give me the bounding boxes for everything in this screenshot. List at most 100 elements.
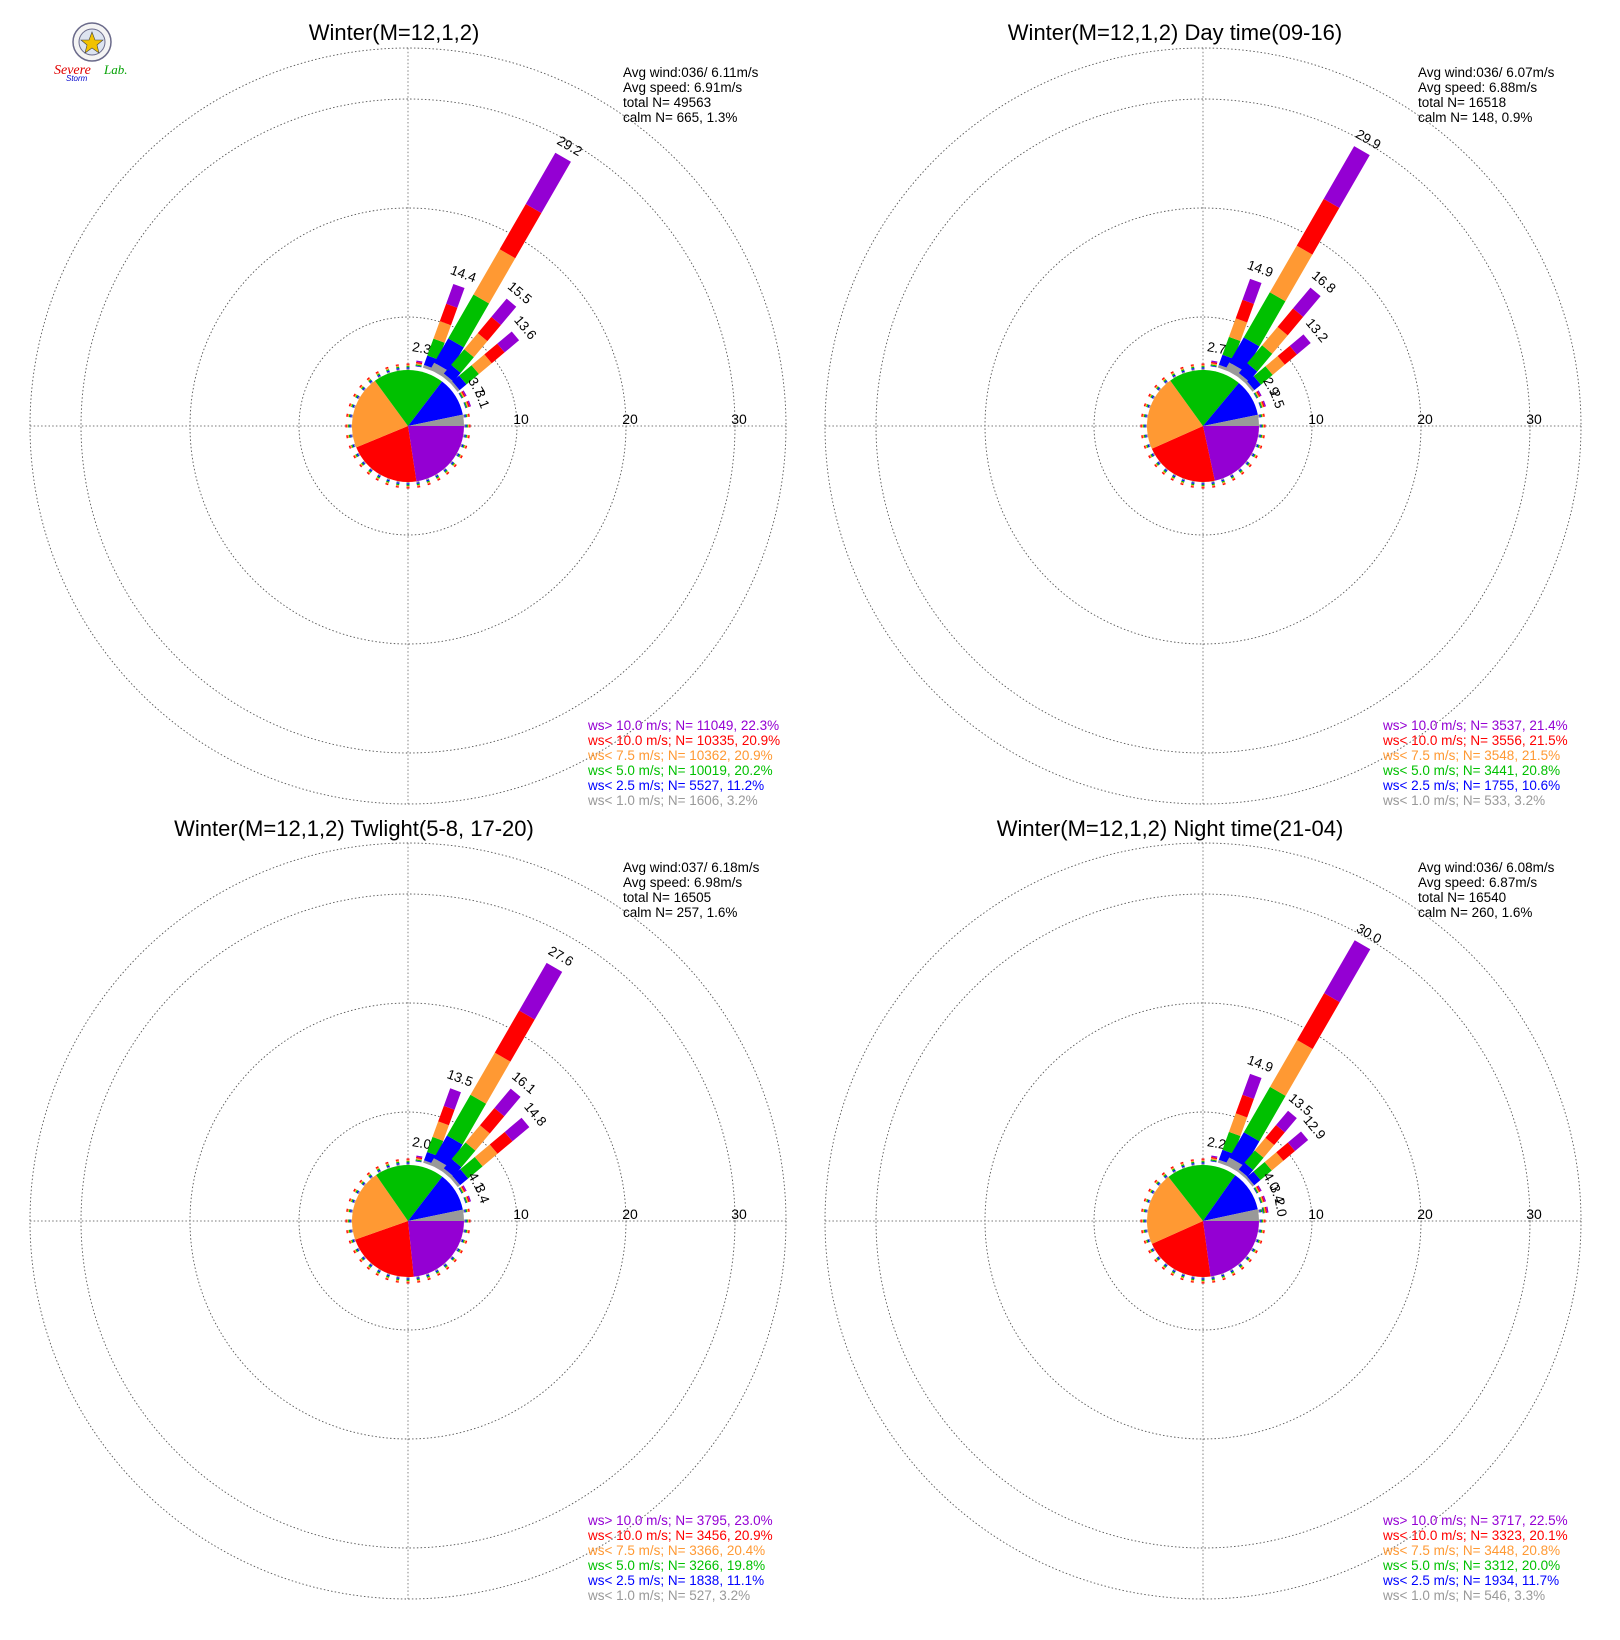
pie-slice-gray (1203, 1209, 1259, 1221)
legend-entry: ws< 2.5 m/s; N= 1934, 11.7% (1382, 1573, 1559, 1588)
petal-segment-red (461, 391, 466, 397)
rim-tick (367, 1265, 371, 1269)
legend-entry: ws> 10.0 m/s; N= 3795, 23.0% (587, 1513, 773, 1528)
petal-segment-gray (441, 1168, 454, 1180)
rim-tick (1151, 1190, 1155, 1194)
petal-value-label: 14.9 (1245, 1052, 1275, 1075)
rim-tick (1161, 1172, 1165, 1176)
info-line: calm N= 257, 1.6% (623, 905, 737, 920)
petal-segment-green (1254, 392, 1259, 399)
rim-tick (353, 455, 356, 459)
legend-entry: ws< 1.0 m/s; N= 533, 3.2% (1382, 793, 1545, 808)
rim-tick (1154, 464, 1158, 468)
rim-tick (360, 1180, 364, 1184)
rim-tick (1162, 470, 1166, 474)
rim-tick (370, 467, 374, 471)
info-line: calm N= 148, 0.9% (1418, 110, 1532, 125)
rim-tick (370, 381, 374, 385)
logo-text-a: Severe (54, 63, 91, 78)
rim-tick (1158, 1183, 1162, 1187)
rim-tick (1150, 1249, 1154, 1253)
rim-tick (357, 1191, 361, 1195)
rim-tick (1149, 1189, 1152, 1193)
rim-tick (452, 463, 456, 467)
petal-segment-purple (497, 331, 520, 353)
legend-entry: ws< 10.0 m/s; N= 3323, 20.1% (1382, 1528, 1568, 1543)
rim-tick (452, 1258, 456, 1262)
rim-tick (1170, 478, 1174, 481)
petal-value-label: 3.1 (472, 388, 493, 411)
rim-tick (442, 467, 446, 471)
petal-segment-blue (452, 375, 467, 391)
rim-tick (1238, 1263, 1242, 1267)
rim-tick (368, 1264, 372, 1268)
rim-tick (1246, 1257, 1250, 1261)
pie-slice-orange (352, 1174, 408, 1240)
petal-segment-gray (1245, 1176, 1255, 1187)
rim-tick (376, 1167, 380, 1170)
petal-segment-orange (471, 354, 492, 374)
rim-tick (450, 461, 454, 465)
info-line: Avg wind:037/ 6.18m/s (623, 860, 760, 875)
rim-tick (361, 1257, 365, 1261)
rim-tick (1232, 1273, 1236, 1276)
pie-slice-red (1151, 426, 1215, 482)
rim-tick (369, 1175, 373, 1179)
rim-tick (354, 394, 357, 398)
rim-tick (355, 454, 359, 458)
rim-tick (368, 469, 372, 473)
rim-tick (449, 460, 453, 464)
rim-tick (369, 468, 373, 472)
petal-value-label: 2.0 (1272, 1197, 1290, 1218)
rim-tick (362, 387, 366, 391)
rim-tick (1149, 394, 1152, 398)
rim-tick (437, 478, 441, 481)
info-line: Avg speed: 6.88m/s (1418, 80, 1537, 95)
pie-slice-gray (408, 1209, 464, 1221)
petal-segment-orange (474, 1144, 498, 1167)
rim-tick (1231, 1272, 1235, 1275)
rim-tick (367, 470, 371, 474)
petal-value-label: 14.9 (1245, 257, 1275, 280)
rim-tick (1154, 1179, 1158, 1183)
petal-segment-blue (1247, 1171, 1261, 1186)
rim-tick (359, 1259, 363, 1263)
wind-rose-panel-3: 10 20 30 Winter(M=12,1,2) Twlight(5-8, 17-2… (29, 816, 787, 1603)
petal-segment-gray (1217, 364, 1231, 372)
petal-segment-red (1296, 198, 1340, 255)
rim-tick (442, 1262, 446, 1266)
legend-entry: ws< 1.0 m/s; N= 527, 3.2% (587, 1588, 750, 1603)
rim-tick (1148, 1188, 1151, 1192)
petal-segment-green (427, 338, 445, 360)
rim-tick (1231, 477, 1235, 480)
petal-segment-red (1277, 345, 1297, 365)
petal-value-label: 13.5 (445, 1067, 475, 1090)
petal-segment-green (1243, 292, 1286, 347)
rim-tick (360, 385, 364, 389)
range-ring (1093, 316, 1313, 536)
legend-entry: ws< 1.0 m/s; N= 546, 3.3% (1382, 1588, 1545, 1603)
rim-tick (377, 1269, 381, 1273)
rim-tick (1152, 1191, 1156, 1195)
rim-tick (443, 1263, 447, 1267)
legend-entry: ws< 1.0 m/s; N= 1606, 3.2% (587, 793, 758, 808)
rim-tick (450, 1256, 454, 1260)
petal-segment-red (489, 1131, 513, 1154)
petal-segment-green (459, 365, 479, 385)
pie-slice-red (1151, 1221, 1211, 1277)
petal-segment-orange (1228, 1113, 1248, 1137)
petal-segment-green (451, 1142, 476, 1168)
rim-tick (1173, 1268, 1177, 1272)
rim-tick (1156, 386, 1160, 390)
rim-tick (1240, 470, 1244, 474)
petal-segment-green (460, 1157, 483, 1179)
range-ring (875, 98, 1531, 754)
rim-tick (357, 1247, 361, 1251)
petal-segment-green (451, 349, 474, 373)
rim-tick (456, 1248, 460, 1252)
petal-segment-blue (443, 364, 461, 382)
logo-text-b: Storm (66, 74, 88, 83)
petal-segment-purple (1293, 287, 1321, 317)
range-ring (875, 893, 1531, 1549)
rim-tick (1239, 469, 1243, 473)
